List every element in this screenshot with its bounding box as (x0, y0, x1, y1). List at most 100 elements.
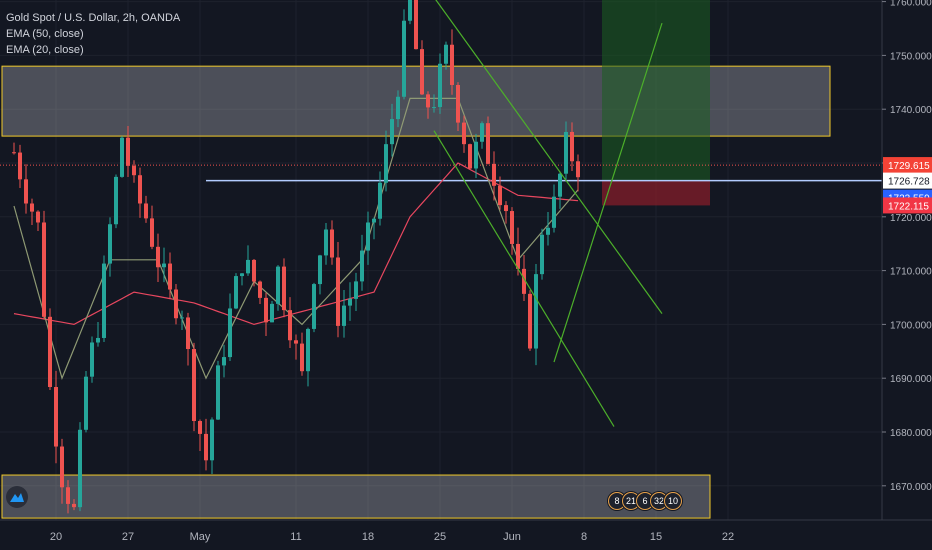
time-axis: 20 27 May 11 18 25 Jun 8 15 22 (0, 519, 932, 550)
price-axis-background (882, 0, 932, 550)
candle-body (60, 446, 64, 488)
candle-body (150, 218, 154, 247)
candle-body (438, 63, 442, 108)
time-axis-background (0, 520, 932, 550)
target-zone (602, 0, 710, 181)
long-position-tool (0, 0, 882, 206)
candle-body (354, 281, 358, 299)
chart-legend: Gold Spot / U.S. Dollar, 2h, OANDA EMA (… (6, 10, 180, 58)
y-tick-label: 1760.000 (890, 0, 932, 9)
candle-body (126, 137, 130, 166)
candle-body (396, 96, 400, 120)
candle-body (372, 218, 376, 223)
price-label-text: 1726.728 (888, 177, 930, 188)
candle-body (528, 293, 532, 349)
candle-body (402, 20, 406, 97)
x-tick-label: 18 (362, 531, 374, 543)
price-label-box (883, 197, 932, 214)
stop-zone (602, 180, 710, 206)
candle-body (264, 297, 268, 323)
trendline (553, 22, 663, 363)
economic-events: 8 21 6 32 10 (608, 492, 682, 510)
candle-body (90, 342, 94, 377)
candle-body (54, 387, 58, 447)
candles (12, 0, 580, 514)
price-label: 1726.728 (883, 172, 932, 189)
candle-body (318, 255, 322, 285)
candle-body (336, 257, 340, 326)
x-tick-label: 22 (722, 531, 734, 543)
candle-body (210, 419, 214, 461)
legend-ema50[interactable]: EMA (50, close) (6, 28, 84, 40)
candle-body (222, 357, 226, 366)
x-tick-label: 27 (122, 531, 134, 543)
candle-body (240, 273, 244, 277)
candle-body (366, 222, 370, 251)
y-tick-label: 1750.000 (890, 51, 932, 62)
candle-body (456, 84, 460, 123)
candle-body (306, 328, 310, 372)
candle-body (462, 122, 466, 145)
x-tick-label: May (190, 531, 211, 543)
legend-symbol[interactable]: Gold Spot / U.S. Dollar, 2h, OANDA (6, 12, 181, 24)
candle-body (66, 487, 70, 504)
candle-body (384, 144, 388, 183)
candle-body (432, 107, 436, 109)
candle-body (18, 152, 22, 180)
candle-body (492, 163, 496, 186)
candle-body (174, 289, 178, 319)
candle-body (48, 316, 52, 388)
legend-ema20[interactable]: EMA (20, close) (6, 44, 84, 56)
candle-body (246, 259, 250, 274)
support-zone (1, 474, 711, 519)
candle-body (96, 337, 100, 343)
candle-body (576, 161, 580, 178)
candle-body (486, 123, 490, 164)
candle-body (30, 203, 34, 212)
candle-body (12, 152, 16, 154)
tradingview-logo-icon[interactable] (6, 486, 28, 508)
candle-body (504, 205, 508, 212)
y-tick-label: 1710.000 (890, 267, 932, 278)
price-label: 1729.615 (883, 157, 932, 174)
trendline (435, 0, 663, 314)
candle-body (324, 229, 328, 256)
event-badge[interactable]: 10 (664, 492, 682, 510)
candle-body (132, 165, 136, 176)
x-tick-label: 8 (581, 531, 587, 543)
candle-body (498, 185, 502, 206)
candle-body (198, 421, 202, 434)
candle-body (144, 203, 148, 219)
candle-body (390, 119, 394, 145)
price-axis: 1660.0001670.0001680.0001690.0001700.000… (881, 0, 932, 550)
y-tick-label: 1690.000 (890, 374, 932, 385)
candle-body (378, 182, 382, 219)
candle-body (570, 131, 574, 162)
candle-body (114, 176, 118, 225)
candle-body (258, 281, 262, 298)
candle-body (450, 44, 454, 85)
candle-body (552, 196, 556, 228)
candle-body (420, 49, 424, 95)
candle-body (348, 298, 352, 306)
y-tick-label: 1670.000 (890, 482, 932, 493)
candle-body (186, 317, 190, 350)
x-tick-label: 25 (434, 531, 446, 543)
y-tick-label: 1740.000 (890, 105, 932, 116)
price-label: 1722.115 (883, 197, 932, 214)
candle-body (342, 305, 346, 326)
candle-body (192, 349, 196, 422)
x-tick-label: 20 (50, 531, 62, 543)
price-label-text: 1722.115 (888, 201, 929, 212)
candle-body (288, 310, 292, 341)
candle-body (510, 211, 514, 244)
candle-body (516, 243, 520, 269)
candle-body (138, 175, 142, 204)
candle-body (72, 503, 76, 508)
candle-body (108, 224, 112, 264)
candle-body (522, 268, 526, 294)
candle-body (540, 234, 544, 275)
candle-body (414, 0, 418, 50)
candle-body (84, 376, 88, 430)
